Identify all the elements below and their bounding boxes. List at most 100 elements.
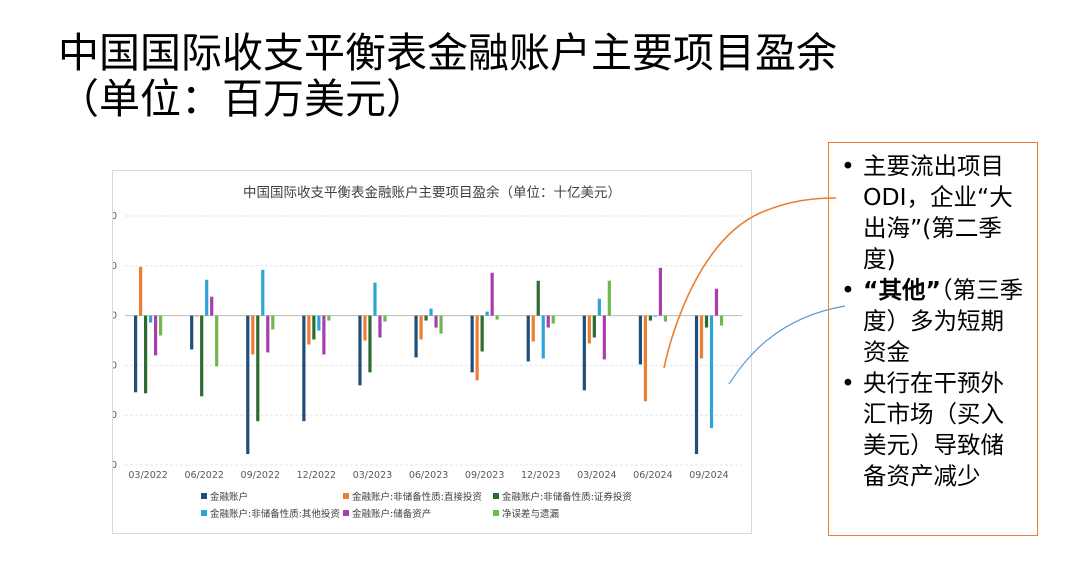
bar <box>190 315 194 350</box>
bar <box>475 315 479 381</box>
bar <box>490 272 494 316</box>
bar <box>495 315 499 320</box>
bar <box>643 315 648 402</box>
bar <box>210 296 214 316</box>
bar <box>480 315 484 352</box>
x-tick-label: 06/2023 <box>409 470 448 481</box>
bar <box>261 269 265 316</box>
legend-item-portfolio: 金融账户:非储备性质:证券投资 <box>493 489 632 503</box>
bar <box>536 280 540 316</box>
bar <box>699 315 704 359</box>
legend-label: 金融账户:储备资产 <box>352 508 432 520</box>
bar <box>648 315 653 321</box>
bullet-icon: • <box>841 152 855 180</box>
bar <box>429 308 433 316</box>
bar <box>322 315 326 355</box>
bar <box>663 315 668 322</box>
bar <box>709 315 714 429</box>
bar <box>246 315 250 455</box>
bar <box>134 315 138 393</box>
bar <box>704 315 709 328</box>
bar <box>251 315 255 355</box>
bullet-icon: • <box>841 369 855 397</box>
note-item: • 主要流出项目ODI，企业“大出海”(第二季度) <box>841 151 1027 275</box>
legend-swatch <box>493 492 499 499</box>
bar <box>368 315 372 373</box>
note-text: 主要流出项目ODI，企业“大出海”(第二季度) <box>863 151 1027 275</box>
legend-label: 金融账户 <box>210 491 249 503</box>
chart-container: 中国国际收支平衡表金融账户主要项目盈余（单位：十亿美元） 100 50 0 -50 -1… <box>112 170 752 534</box>
legend-label: 金融账户:非储备性质:直接投资 <box>352 491 482 503</box>
note-body: 央行在干预外汇市场（买入美元）导致储备资产减少 <box>863 369 1004 490</box>
x-tick-label: 06/2024 <box>633 470 672 481</box>
bar <box>363 315 367 341</box>
chart-title: 中国国际收支平衡表金融账户主要项目盈余（单位：十亿美元） <box>243 185 621 201</box>
bar <box>307 315 311 345</box>
bar <box>215 315 219 367</box>
note-bold: “其他” <box>863 276 941 304</box>
legend-swatch <box>493 509 499 516</box>
legend-label: 净误差与遗漏 <box>502 508 560 520</box>
bar <box>546 315 550 328</box>
bar <box>597 298 601 316</box>
y-tick-label: 0 <box>113 311 117 322</box>
legend-row-2: 金融账户:非储备性质:其他投资 金融账户:储备资产 净误差与遗漏 <box>201 504 741 521</box>
bar <box>144 315 148 394</box>
slide-title-line2: （单位：百万美元） <box>58 75 427 123</box>
legend-item-errors-omissions: 净误差与遗漏 <box>493 506 559 520</box>
bar <box>470 315 474 373</box>
y-tick-label: -150 <box>113 460 117 471</box>
bar <box>551 315 555 324</box>
bar <box>312 315 316 340</box>
note-body: （第三季度）多为短期资金 <box>863 276 1024 366</box>
y-tick-label: -100 <box>113 410 117 421</box>
bar <box>531 315 535 342</box>
legend-swatch <box>201 492 207 499</box>
bar <box>485 311 489 316</box>
bar <box>154 315 158 356</box>
bar <box>373 282 377 316</box>
chart-legend: 金融账户 金融账户:非储备性质:直接投资 金融账户:非储备性质:证券投资 金融账… <box>201 487 741 521</box>
bar <box>607 280 611 316</box>
x-tick-label: 12/2023 <box>521 470 560 481</box>
bar <box>419 315 423 340</box>
bar-chart: 100 50 0 -50 -100 -150 03/2022 06/2022 09/2022 12… <box>113 211 742 481</box>
legend-item-reserves: 金融账户:储备资产 <box>343 506 493 520</box>
bar <box>195 315 199 317</box>
x-tick-label: 06/2022 <box>184 470 223 481</box>
note-body: 主要流出项目ODI，企业“大出海”(第二季度) <box>863 152 1013 273</box>
slide-title: 中国国际收支平衡表金融账户主要项目盈余 （单位：百万美元） <box>58 30 837 122</box>
bar <box>541 315 545 359</box>
bar <box>149 315 153 323</box>
y-tick-label: -50 <box>113 360 117 371</box>
note-text: 央行在干预外汇市场（买入美元）导致储备资产减少 <box>863 368 1027 492</box>
x-tick-label: 09/2023 <box>465 470 504 481</box>
bar <box>139 266 143 316</box>
legend-swatch <box>201 509 207 516</box>
legend-item-fdi: 金融账户:非储备性质:直接投资 <box>343 489 493 503</box>
legend-row-1: 金融账户 金融账户:非储备性质:直接投资 金融账户:非储备性质:证券投资 <box>201 487 741 504</box>
bar <box>714 288 719 316</box>
note-text: “其他”（第三季度）多为短期资金 <box>863 275 1027 368</box>
legend-swatch <box>343 509 349 516</box>
x-tick-label: 03/2023 <box>353 470 392 481</box>
note-item: • “其他”（第三季度）多为短期资金 <box>841 275 1027 368</box>
bar <box>638 315 643 365</box>
x-tick-label: 12/2022 <box>297 470 336 481</box>
x-tick-label: 03/2022 <box>128 470 167 481</box>
bar <box>378 315 382 338</box>
bar <box>526 315 530 362</box>
bar <box>200 315 204 397</box>
legend-swatch <box>343 492 349 499</box>
bar <box>602 315 606 360</box>
x-tick-label: 03/2024 <box>577 470 616 481</box>
bar <box>317 315 321 331</box>
bar <box>327 315 331 321</box>
bullet-icon: • <box>841 276 855 304</box>
bar <box>271 315 275 330</box>
x-tick-label: 09/2022 <box>241 470 280 481</box>
bar <box>719 315 724 326</box>
y-tick-label: 100 <box>113 211 117 222</box>
bar <box>205 279 209 316</box>
bar <box>358 315 362 386</box>
